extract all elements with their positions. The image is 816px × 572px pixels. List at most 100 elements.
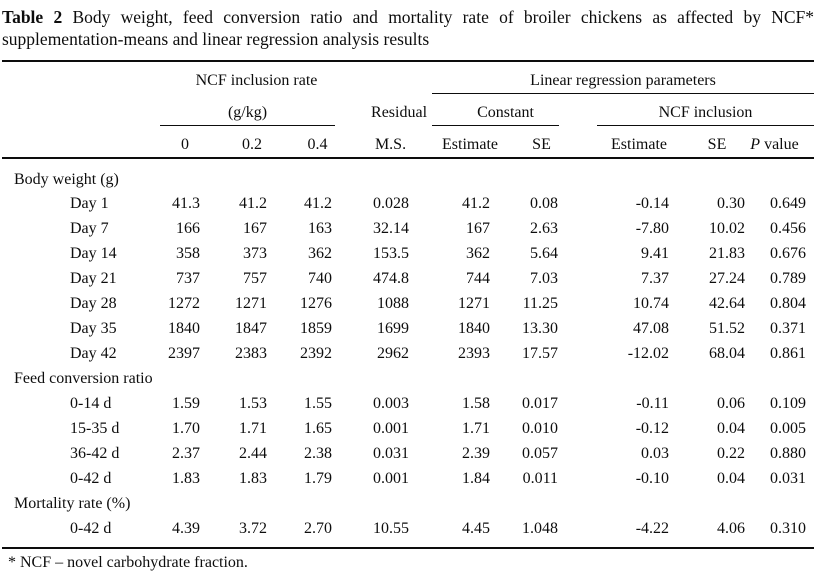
cell-value: 0.109 [770, 395, 807, 412]
header-gap [559, 126, 590, 159]
cell-value: 2962 [377, 345, 410, 362]
header-linear-regression: Linear regression parameters [412, 61, 815, 94]
row-label: Day 14 [70, 245, 117, 262]
cell-value: 1088 [377, 295, 410, 312]
cell-value: 1271 [235, 295, 267, 312]
column-gap [559, 341, 589, 366]
cell-value: 0.031 [373, 445, 410, 462]
cell-value: 1271 [458, 295, 491, 312]
header-gkg: (g/kg) [152, 94, 336, 126]
cell-value: 2.70 [304, 520, 333, 537]
cell-value: 11.25 [522, 295, 559, 312]
cell-value: 0.04 [717, 420, 746, 437]
header-p-italic: P [750, 136, 761, 153]
table-row: Day 42 2397 2383 2392 2962 2393 17.57 -12.02 68.… [2, 341, 814, 366]
cell-value: 0.861 [770, 345, 807, 362]
cell-value: 1.84 [462, 470, 491, 487]
cell-value: 2397 [168, 345, 200, 362]
cell-value: 51.52 [709, 320, 746, 337]
cell-value: 0.06 [717, 395, 746, 412]
table-caption: Table 2 Body weight, feed conversion rat… [0, 0, 816, 50]
cell-value: -0.12 [635, 420, 670, 437]
cell-value: 47.08 [633, 320, 670, 337]
cell-value: 1276 [300, 295, 333, 312]
column-gap [559, 216, 589, 241]
cell-value: 474.8 [373, 270, 410, 287]
cell-value: 17.57 [522, 345, 559, 362]
header-ncf-inclusion: NCF inclusion [589, 94, 815, 126]
cell-value: 0.804 [770, 295, 807, 312]
header-gap [559, 94, 589, 126]
cell-value: 2392 [300, 345, 333, 362]
cell-value: 2393 [458, 345, 491, 362]
header-ncf-se: SE [679, 126, 750, 159]
cell-value: 0.028 [373, 195, 410, 212]
cell-value: 744 [466, 270, 491, 287]
cell-value: 2.37 [172, 445, 200, 462]
section-label: Feed conversion ratio [14, 370, 153, 387]
table-row: 36-42 d 2.37 2.44 2.38 0.031 2.39 0.057 0.03 0.2… [2, 441, 814, 466]
header-p-value: P value [749, 126, 815, 159]
cell-value: 41.2 [239, 195, 267, 212]
header-p-rest: value [760, 136, 799, 153]
cell-value: 21.83 [709, 245, 746, 262]
header-group-row: NCF inclusion rate Linear regression par… [2, 61, 815, 94]
section-label: Mortality rate (%) [14, 495, 131, 512]
cell-value: 10.55 [373, 520, 410, 537]
cell-value: 0.310 [770, 520, 807, 537]
cell-value: 362 [466, 245, 491, 262]
cell-value: 1.65 [304, 420, 333, 437]
cell-value: -12.02 [627, 345, 670, 362]
cell-value: 0.005 [770, 420, 807, 437]
cell-value: 1.83 [172, 470, 200, 487]
cell-value: -7.80 [635, 220, 670, 237]
section-row: Body weight (g) [2, 158, 814, 191]
row-label: 36-42 d [70, 445, 120, 462]
cell-value: 1.83 [239, 470, 267, 487]
header-rate-0: 0 [152, 126, 204, 159]
cell-value: 153.5 [373, 245, 410, 262]
cell-value: 5.64 [530, 245, 559, 262]
header-ncf-inclusion-rate: NCF inclusion rate [195, 72, 318, 89]
cell-value: 4.45 [462, 520, 491, 537]
cell-value: 0.001 [373, 470, 410, 487]
cell-value: 2383 [235, 345, 267, 362]
cell-value: -0.11 [636, 395, 670, 412]
cell-value: 0.456 [770, 220, 807, 237]
cell-value: 0.22 [717, 445, 746, 462]
cell-value: 1.71 [462, 420, 491, 437]
cell-value: 1.048 [522, 520, 559, 537]
cell-value: 1.53 [239, 395, 267, 412]
cell-value: 1840 [458, 320, 491, 337]
cell-value: 1272 [168, 295, 200, 312]
row-label: 0-42 d [70, 470, 112, 487]
cell-value: 32.14 [373, 220, 410, 237]
cell-value: 757 [243, 270, 267, 287]
header-column-row: 0 0.2 0.4 M.S. Estimate SE Estimate SE P… [2, 126, 815, 159]
header-empty [335, 61, 412, 94]
cell-value: 0.880 [770, 445, 807, 462]
cell-value: 68.04 [709, 345, 746, 362]
cell-value: 1859 [300, 320, 333, 337]
row-label: Day 42 [70, 345, 117, 362]
header-constant: Constant [412, 94, 560, 126]
cell-value: 0.011 [522, 470, 559, 487]
cell-value: 1.71 [239, 420, 267, 437]
cell-value: 4.39 [172, 520, 200, 537]
cell-value: 373 [243, 245, 267, 262]
table-row: 0-42 d 4.39 3.72 2.70 10.55 4.45 1.048 -4.22 4.0… [2, 516, 814, 548]
cell-value: 0.057 [522, 445, 559, 462]
cell-value: 0.30 [717, 195, 746, 212]
cell-value: 1.70 [172, 420, 200, 437]
header-gkg-label: (g/kg) [160, 104, 336, 126]
section-label: Body weight (g) [14, 171, 119, 188]
column-gap [559, 291, 589, 316]
cell-value: 2.38 [304, 445, 333, 462]
table-row: Day 28 1272 1271 1276 1088 1271 11.25 10.74 42.6… [2, 291, 814, 316]
cell-value: 1.59 [172, 395, 200, 412]
column-gap [559, 241, 589, 266]
column-gap [559, 516, 589, 548]
cell-value: 2.44 [239, 445, 267, 462]
results-table: NCF inclusion rate Linear regression par… [2, 60, 815, 549]
cell-value: 737 [176, 270, 200, 287]
